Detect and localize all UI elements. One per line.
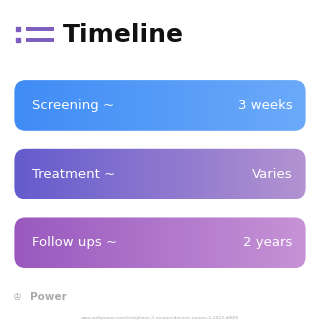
Text: Timeline: Timeline [62,23,183,47]
Text: Screening ~: Screening ~ [32,99,114,112]
Text: Follow ups ~: Follow ups ~ [32,236,117,249]
Text: Treatment ~: Treatment ~ [32,168,115,181]
Text: 3 weeks: 3 weeks [238,99,293,112]
Text: 2 years: 2 years [244,236,293,249]
Text: Varies: Varies [252,168,293,181]
Text: www.withpower.com/trial/phase-2-neuroendocrine-tumors-1-2023-df895: www.withpower.com/trial/phase-2-neuroend… [81,316,239,320]
Text: Power: Power [30,292,67,302]
Text: ♔: ♔ [13,292,22,302]
